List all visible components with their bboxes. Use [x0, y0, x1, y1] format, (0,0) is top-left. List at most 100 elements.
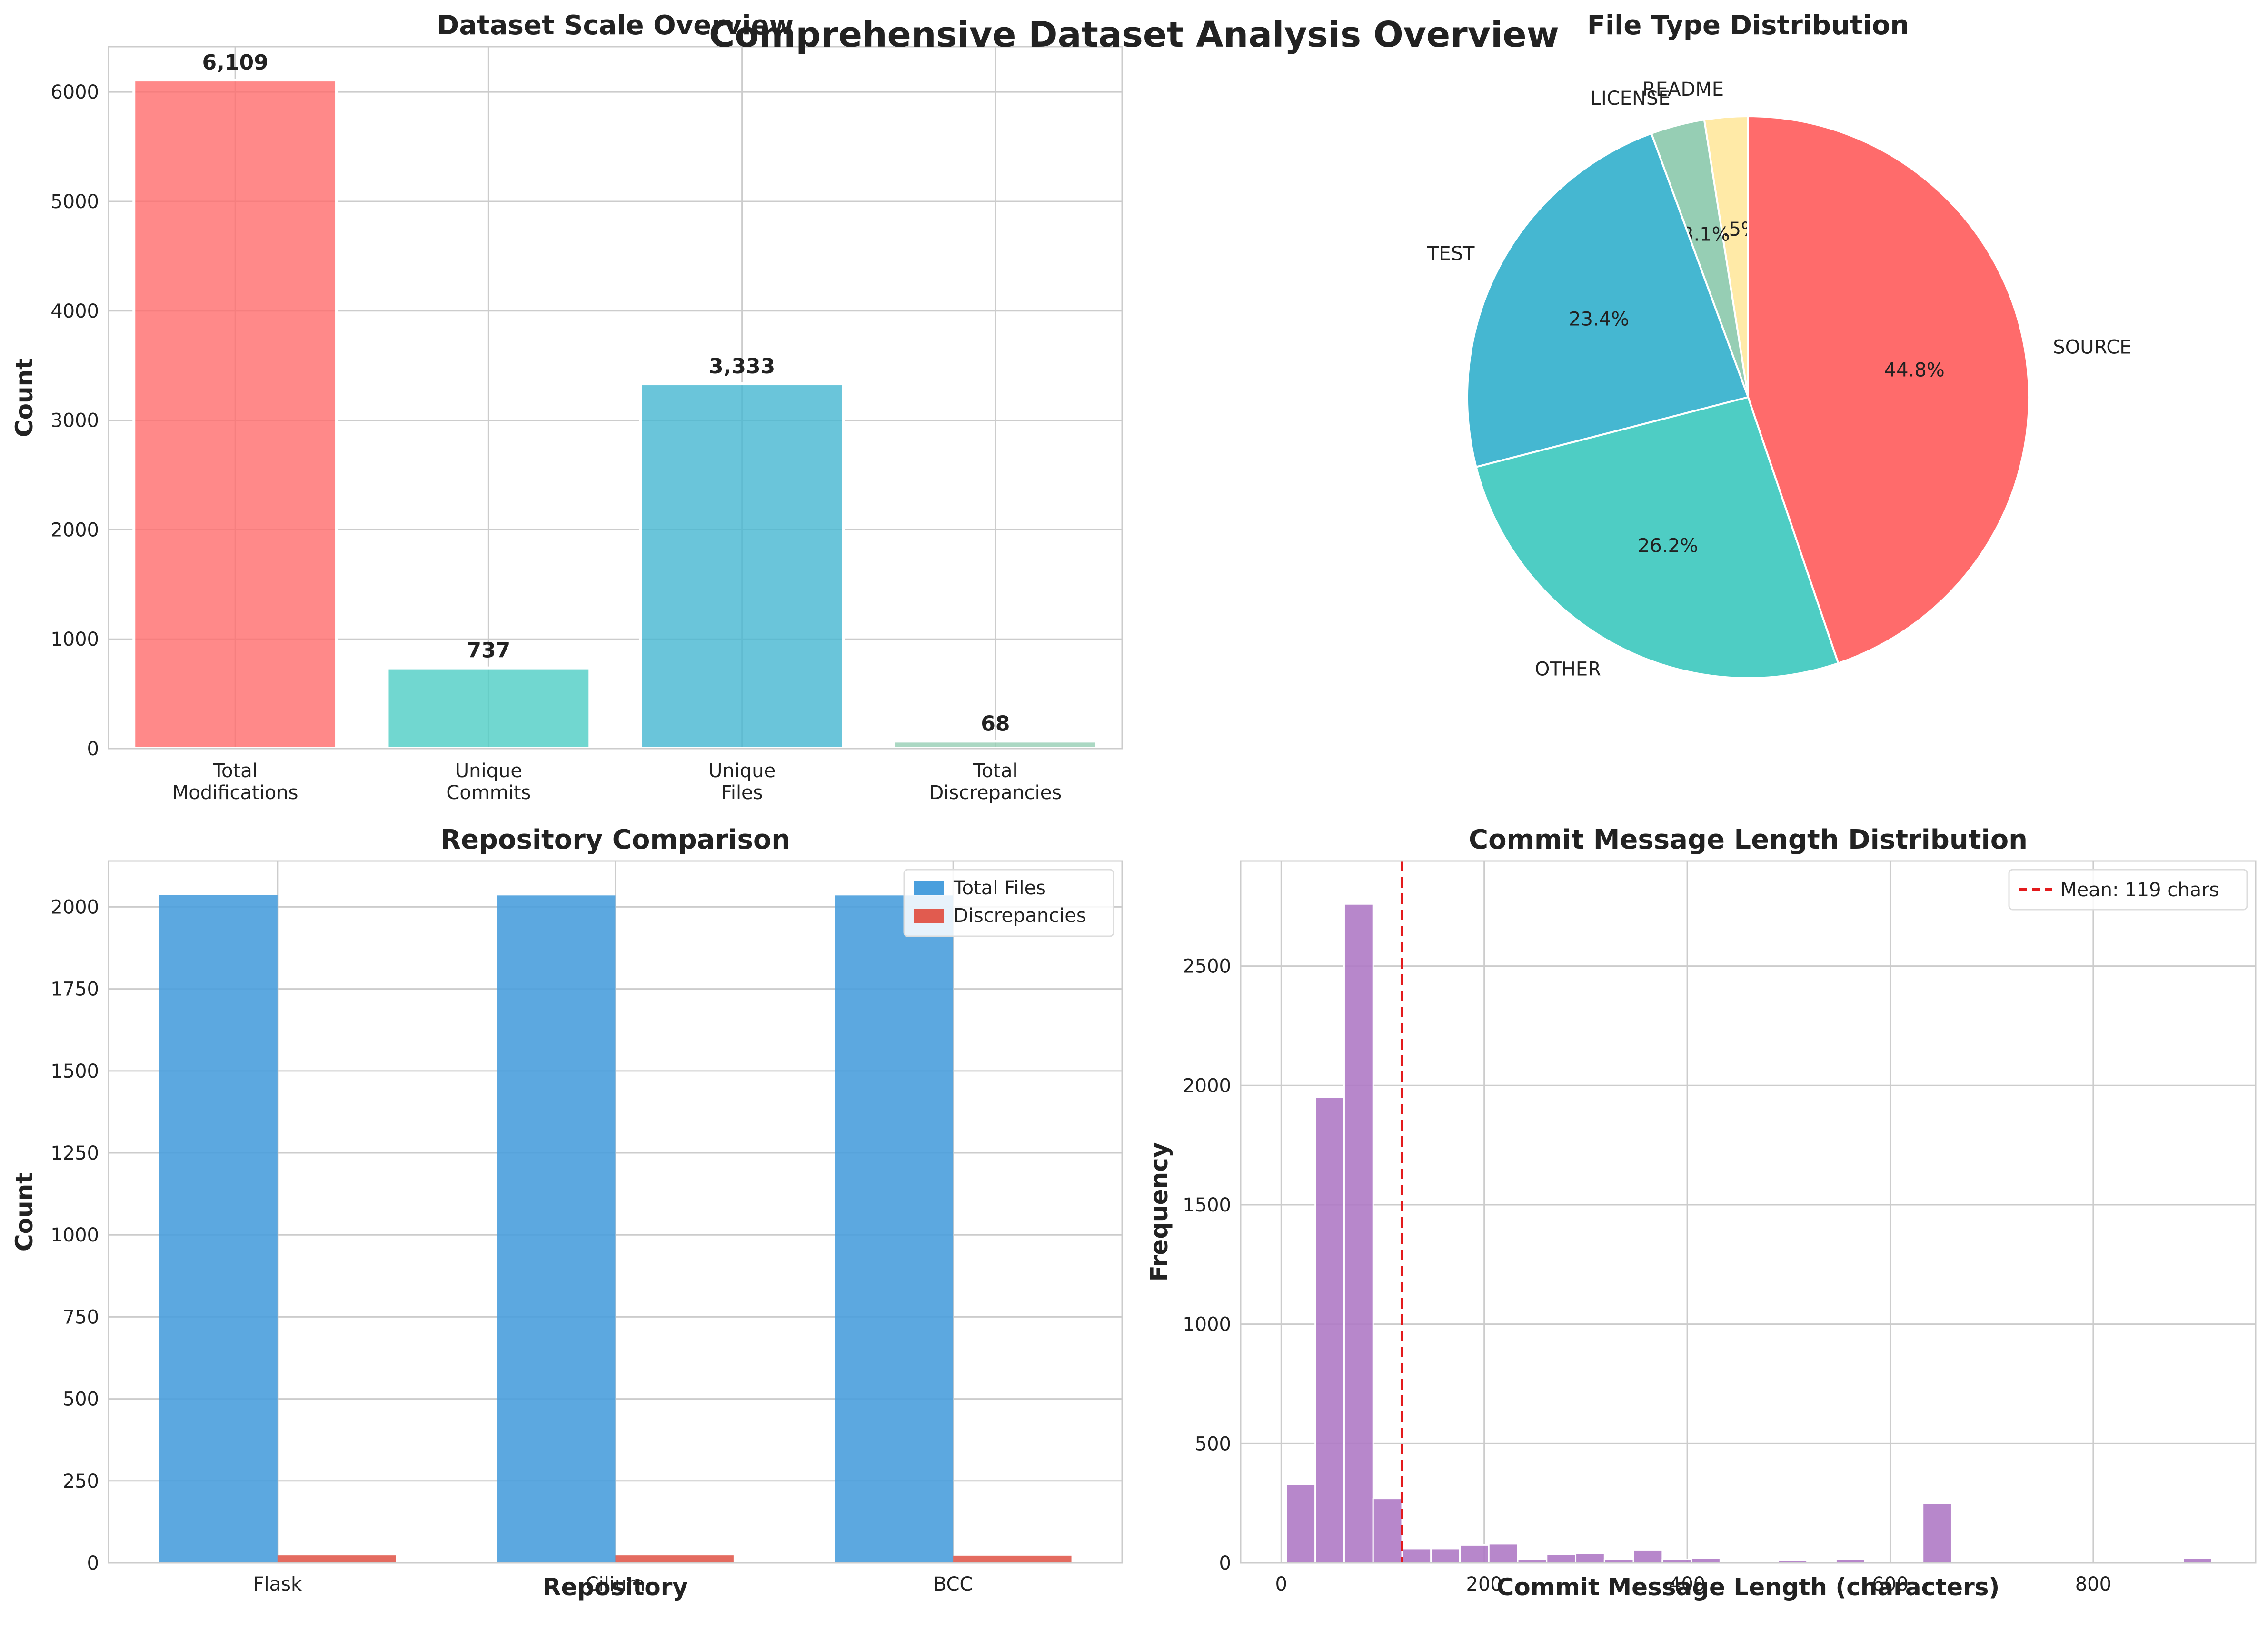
pie-slice-other: [1475, 396, 1840, 679]
x-tick-label: Unique: [708, 760, 776, 782]
histogram-bar: [1285, 1483, 1316, 1564]
bar-discrepancies: [953, 1555, 1072, 1563]
y-axis-label: Count: [10, 1172, 38, 1251]
y-tick-label: 2000: [50, 896, 99, 918]
histogram-bar: [1372, 1498, 1403, 1564]
y-tick-label: 750: [63, 1306, 99, 1328]
histogram-bar: [1430, 1548, 1461, 1564]
y-tick-label: 1250: [50, 1142, 99, 1164]
y-tick-label: 250: [63, 1471, 99, 1492]
pie-percent-label: 44.8%: [1884, 359, 1945, 381]
panel-title: Commit Message Length Distribution: [1469, 824, 2028, 855]
x-tick-label: Total: [212, 760, 257, 782]
bar-0: [132, 79, 338, 750]
histogram-bar: [1488, 1543, 1519, 1564]
bar-discrepancies: [615, 1555, 734, 1563]
y-tick-label: 500: [63, 1389, 99, 1411]
y-tick-label: 1000: [50, 629, 99, 650]
legend-box: [903, 869, 1114, 937]
y-tick-label: 1750: [50, 979, 99, 1001]
repository-comparison-chart: 0 250 500 750 1000 1250 1500 1750 2000 Flask Ciliu…: [10, 824, 1123, 1601]
y-tick-label: 6000: [50, 81, 99, 103]
legend-swatch: [914, 881, 944, 895]
histogram-bar: [1922, 1502, 1952, 1564]
y-tick-label: 1000: [50, 1224, 99, 1246]
histogram-bar: [1401, 1548, 1432, 1564]
histogram-bar: [1575, 1552, 1605, 1564]
bar-2: [639, 382, 845, 750]
histogram-bar: [2182, 1557, 2213, 1564]
x-tick-label: Modifications: [172, 782, 298, 804]
y-tick-label: 5000: [50, 191, 99, 213]
dataset-scale-chart: 01000200030004000500060006,109TotalModif…: [10, 10, 1123, 804]
y-axis-label: Frequency: [1145, 1142, 1173, 1282]
bar-total-files: [497, 895, 616, 1563]
bar-3: [892, 740, 1098, 750]
pie-slice-source: [1747, 115, 2030, 665]
x-tick-label: 200: [1466, 1573, 1502, 1595]
histogram-bar: [1546, 1553, 1577, 1564]
x-tick-label: Cilium: [586, 1573, 646, 1595]
x-tick-label: BCC: [934, 1573, 973, 1595]
pie-label: SOURCE: [2053, 336, 2131, 358]
y-tick-label: 1000: [1183, 1314, 1231, 1336]
y-tick-label: 3000: [50, 410, 99, 432]
y-tick-label: 4000: [50, 300, 99, 322]
x-axis-label: Repository: [543, 1573, 688, 1601]
bar-1: [386, 666, 592, 750]
bar-total-files: [835, 895, 954, 1563]
panel-title: Dataset Scale Overview: [437, 10, 794, 41]
x-tick-label: Files: [721, 782, 763, 804]
x-tick-label: 0: [1275, 1573, 1287, 1595]
x-tick-label: Total: [973, 760, 1017, 782]
y-tick-label: 2000: [1183, 1075, 1231, 1097]
pie-label: OTHER: [1535, 659, 1601, 680]
figure-title: Comprehensive Dataset Analysis Overview: [709, 14, 1559, 55]
bar-total-files: [159, 895, 278, 1563]
pie-label: TEST: [1427, 243, 1475, 265]
bar-discrepancies: [277, 1555, 396, 1563]
x-tick-label: Unique: [455, 760, 522, 782]
x-tick-label: Discrepancies: [929, 782, 1062, 804]
y-tick-label: 2500: [1183, 956, 1231, 978]
pie-percent-label: 23.4%: [1569, 308, 1629, 330]
legend: Mean: 119 chars: [2008, 869, 2248, 911]
pie-label: LICENSE: [1591, 88, 1671, 110]
y-tick-label: 1500: [50, 1061, 99, 1082]
pie-label: README: [1642, 79, 1724, 100]
y-tick-label: 2000: [50, 519, 99, 541]
y-axis-label: Count: [10, 358, 38, 437]
histogram-bar: [1343, 903, 1374, 1564]
y-tick-label: 500: [1195, 1433, 1231, 1455]
panel-title: File Type Distribution: [1587, 10, 1910, 41]
histogram-bar: [1314, 1096, 1345, 1564]
x-tick-label: Commits: [446, 782, 531, 804]
bar-value-label: 6,109: [202, 50, 269, 75]
x-axis-label: Commit Message Length (characters): [1497, 1573, 2000, 1601]
histogram-bar: [1632, 1549, 1663, 1564]
bar-value-label: 68: [981, 711, 1010, 736]
plot-frame: [1240, 860, 2257, 1564]
commit-length-histogram: 0 500 1000 1500 2000 2500 0 200 400 600 800 Mean: 1…: [1145, 824, 2257, 1601]
bar-value-label: 3,333: [709, 354, 775, 379]
legend-entry: Mean: 119 chars: [2060, 879, 2219, 901]
plot-frame: [108, 46, 1123, 750]
legend-swatch: [914, 909, 944, 923]
histogram-bar: [1459, 1544, 1490, 1564]
x-tick-label: Flask: [253, 1573, 302, 1595]
panel-title: Repository Comparison: [440, 824, 790, 855]
file-type-pie-chart: README2.5%LICENSE3.1%TEST23.4%OTHER26.2%…: [1427, 10, 2132, 680]
legend: Total Files Discrepancies: [903, 869, 1114, 937]
x-tick-label: 600: [1872, 1573, 1908, 1595]
y-tick-label: 0: [1219, 1552, 1231, 1574]
y-tick-label: 0: [87, 738, 99, 760]
bar-value-label: 737: [467, 639, 510, 663]
legend-entry: Discrepancies: [954, 905, 1086, 927]
y-tick-label: 1500: [1183, 1194, 1231, 1216]
plot-frame: [108, 860, 1123, 1564]
x-tick-label: 800: [2075, 1573, 2111, 1595]
pie-slice-test: [1466, 132, 1750, 469]
histogram-bar: [1691, 1557, 1721, 1564]
pie-percent-label: 26.2%: [1638, 535, 1698, 557]
